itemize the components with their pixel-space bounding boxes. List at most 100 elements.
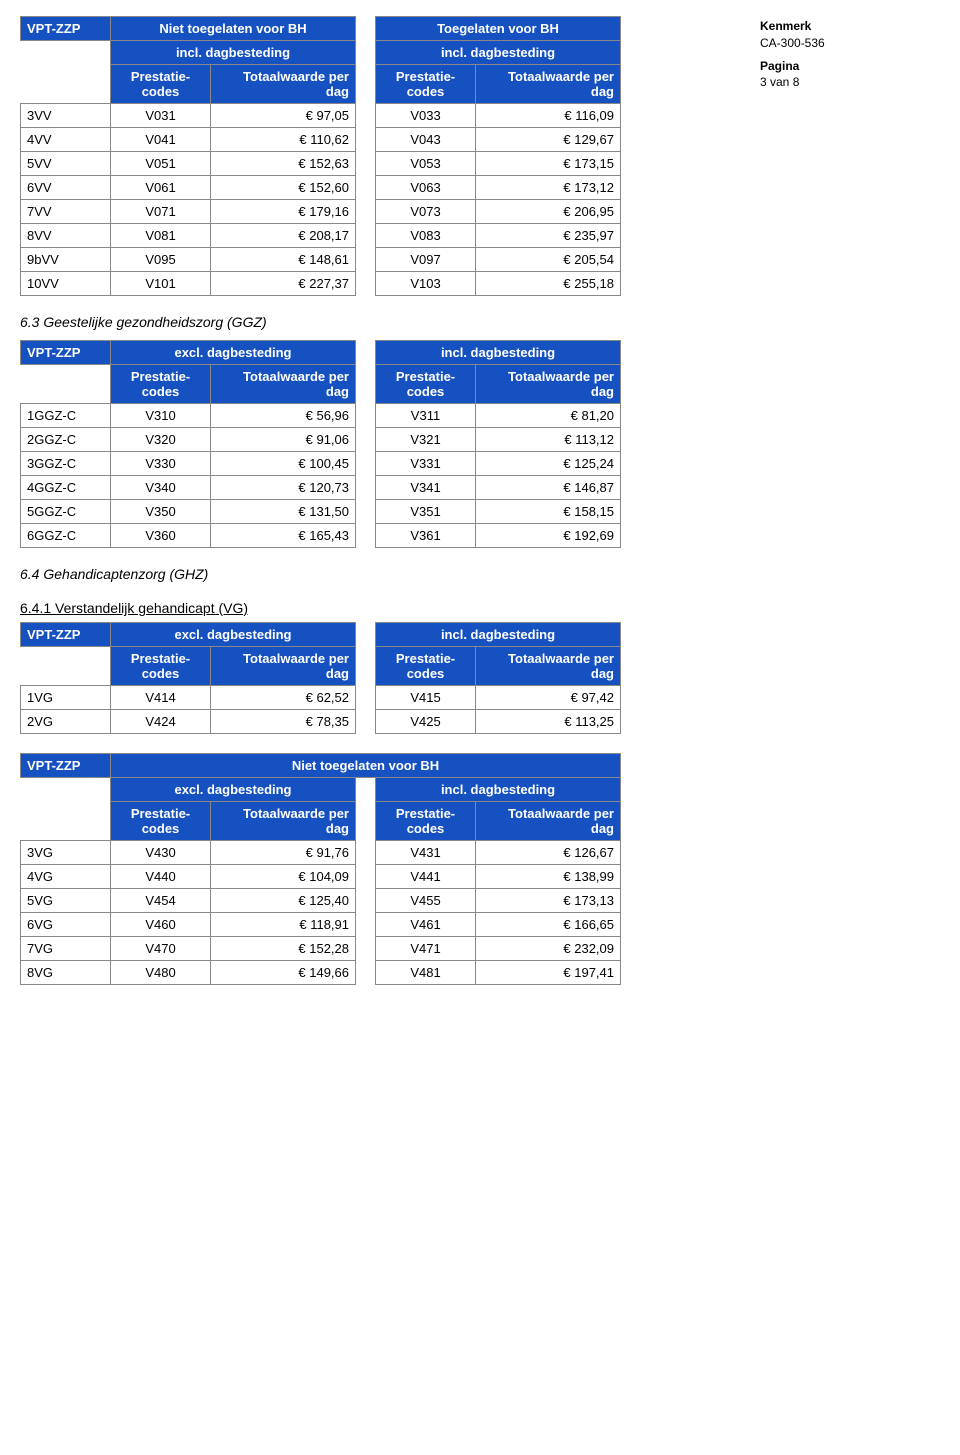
cell-code: V350: [111, 500, 211, 524]
sub-header-left: excl. dagbesteding: [111, 623, 356, 647]
cell-value: € 232,09: [476, 937, 621, 961]
table-row: 10VVV101€ 227,37V103€ 255,18: [21, 272, 621, 296]
table-row: 6VGV460€ 118,91V461€ 166,65: [21, 913, 621, 937]
super-header: Niet toegelaten voor BH: [111, 754, 621, 778]
row-label: 4GGZ-C: [21, 476, 111, 500]
cell-value: € 197,41: [476, 961, 621, 985]
table-vg-a: VPT-ZZP excl. dagbesteding incl. dagbest…: [20, 622, 621, 734]
col-prestatie: Prestatie-codes: [376, 65, 476, 104]
row-label: 10VV: [21, 272, 111, 296]
table-row: 5GGZ-CV350€ 131,50V351€ 158,15: [21, 500, 621, 524]
cell-value: € 131,50: [211, 500, 356, 524]
pagina-value: 3 van 8: [760, 74, 920, 91]
cell-value: € 125,40: [211, 889, 356, 913]
cell-value: € 227,37: [211, 272, 356, 296]
row-label: 2VG: [21, 710, 111, 734]
col-totaalwaarde: Totaalwaarde per dag: [476, 647, 621, 686]
cell-code: V415: [376, 686, 476, 710]
col-prestatie: Prestatie-codes: [111, 647, 211, 686]
cell-code: V051: [111, 152, 211, 176]
row-label: 4VV: [21, 128, 111, 152]
cell-code: V341: [376, 476, 476, 500]
table-row: 3GGZ-CV330€ 100,45V331€ 125,24: [21, 452, 621, 476]
cell-value: € 146,87: [476, 476, 621, 500]
cell-code: V430: [111, 841, 211, 865]
table-row: 5VGV454€ 125,40V455€ 173,13: [21, 889, 621, 913]
cell-value: € 104,09: [211, 865, 356, 889]
row-label: 2GGZ-C: [21, 428, 111, 452]
cell-code: V103: [376, 272, 476, 296]
sub-header-right: incl. dagbesteding: [376, 341, 621, 365]
cell-value: € 208,17: [211, 224, 356, 248]
cell-value: € 148,61: [211, 248, 356, 272]
cell-code: V361: [376, 524, 476, 548]
col-prestatie: Prestatie-codes: [111, 65, 211, 104]
cell-value: € 62,52: [211, 686, 356, 710]
cell-code: V460: [111, 913, 211, 937]
table-row: 9bVVV095€ 148,61V097€ 205,54: [21, 248, 621, 272]
table-row: 1VGV414€ 62,52V415€ 97,42: [21, 686, 621, 710]
cell-code: V053: [376, 152, 476, 176]
cell-value: € 192,69: [476, 524, 621, 548]
cell-value: € 81,20: [476, 404, 621, 428]
cell-code: V095: [111, 248, 211, 272]
sub-header-right: incl. dagbesteding: [376, 778, 621, 802]
cell-code: V425: [376, 710, 476, 734]
cell-code: V321: [376, 428, 476, 452]
col-totaalwaarde: Totaalwaarde per dag: [211, 802, 356, 841]
cell-value: € 149,66: [211, 961, 356, 985]
cell-value: € 165,43: [211, 524, 356, 548]
cell-code: V071: [111, 200, 211, 224]
cell-code: V331: [376, 452, 476, 476]
cell-value: € 179,16: [211, 200, 356, 224]
row-label: 6GGZ-C: [21, 524, 111, 548]
cell-value: € 97,42: [476, 686, 621, 710]
sub-header-right: incl. dagbesteding: [376, 623, 621, 647]
row-label: 9bVV: [21, 248, 111, 272]
cell-value: € 56,96: [211, 404, 356, 428]
col-prestatie: Prestatie-codes: [111, 365, 211, 404]
cell-code: V470: [111, 937, 211, 961]
kenmerk-label: Kenmerk: [760, 18, 920, 35]
sub-header-left: excl. dagbesteding: [111, 778, 356, 802]
col-totaalwaarde: Totaalwaarde per dag: [211, 365, 356, 404]
table-row: 4GGZ-CV340€ 120,73V341€ 146,87: [21, 476, 621, 500]
col-totaalwaarde: Totaalwaarde per dag: [211, 647, 356, 686]
cell-code: V461: [376, 913, 476, 937]
cell-value: € 138,99: [476, 865, 621, 889]
row-label: 6VV: [21, 176, 111, 200]
cell-code: V041: [111, 128, 211, 152]
cell-value: € 97,05: [211, 104, 356, 128]
cell-value: € 173,15: [476, 152, 621, 176]
vpt-zzp-header: VPT-ZZP: [21, 623, 111, 647]
sub-header-left: incl. dagbesteding: [111, 41, 356, 65]
cell-value: € 91,76: [211, 841, 356, 865]
kenmerk-value: CA-300-536: [760, 35, 920, 52]
cell-value: € 116,09: [476, 104, 621, 128]
cell-code: V061: [111, 176, 211, 200]
doc-meta: Kenmerk CA-300-536 Pagina 3 van 8: [760, 16, 920, 91]
super-header-left: Niet toegelaten voor BH: [111, 17, 356, 41]
cell-code: V031: [111, 104, 211, 128]
row-label: 5GGZ-C: [21, 500, 111, 524]
row-label: 7VG: [21, 937, 111, 961]
cell-code: V073: [376, 200, 476, 224]
cell-code: V455: [376, 889, 476, 913]
table-row: 6GGZ-CV360€ 165,43V361€ 192,69: [21, 524, 621, 548]
cell-value: € 126,67: [476, 841, 621, 865]
vpt-zzp-header: VPT-ZZP: [21, 341, 111, 365]
cell-value: € 125,24: [476, 452, 621, 476]
cell-code: V330: [111, 452, 211, 476]
cell-value: € 166,65: [476, 913, 621, 937]
cell-code: V320: [111, 428, 211, 452]
cell-code: V454: [111, 889, 211, 913]
table-row: 1GGZ-CV310€ 56,96V311€ 81,20: [21, 404, 621, 428]
row-label: 5VG: [21, 889, 111, 913]
cell-code: V481: [376, 961, 476, 985]
col-totaalwaarde: Totaalwaarde per dag: [476, 802, 621, 841]
row-label: 3GGZ-C: [21, 452, 111, 476]
col-prestatie: Prestatie-codes: [376, 802, 476, 841]
row-label: 6VG: [21, 913, 111, 937]
table-row: 3VVV031€ 97,05V033€ 116,09: [21, 104, 621, 128]
cell-value: € 158,15: [476, 500, 621, 524]
